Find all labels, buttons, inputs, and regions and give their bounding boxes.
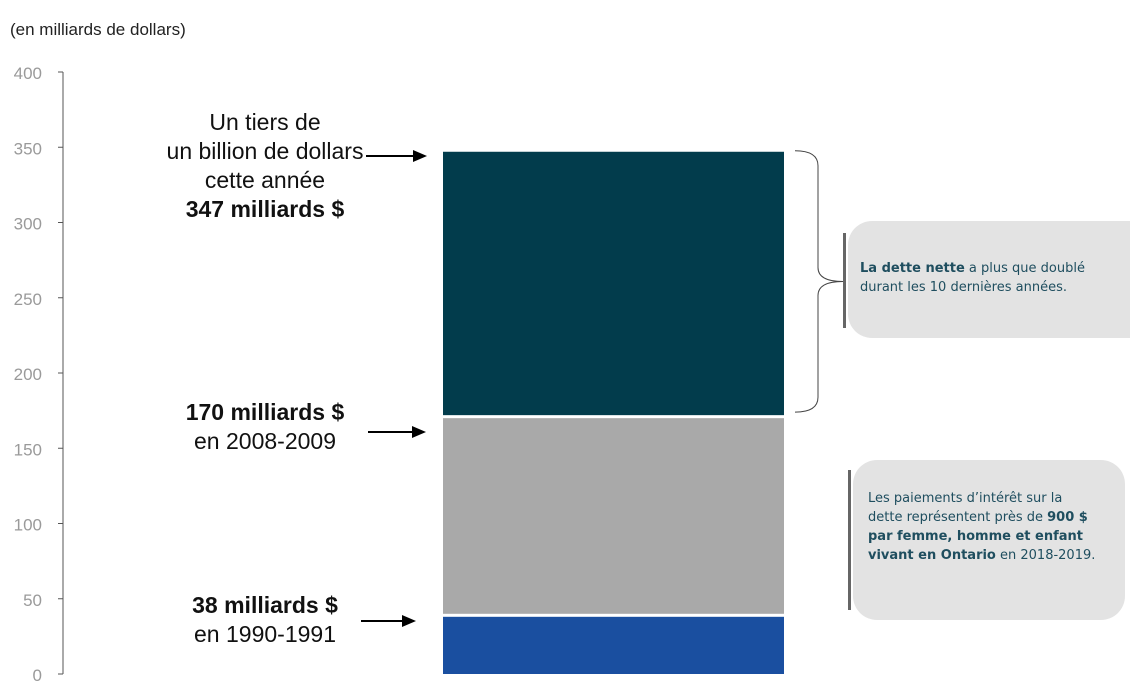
- callout-debt-doubled: La dette nette a plus que doublé durant …: [843, 221, 1130, 338]
- annotation-347-value: 347 milliards $: [185, 196, 345, 222]
- curly-brace: [794, 150, 844, 413]
- bar-segment-2008-2009: [443, 418, 784, 614]
- annotation-347-line-3: cette année: [204, 167, 326, 193]
- annotation-38-year: en 1990-1991: [194, 621, 336, 647]
- callout-interest-accent: [848, 470, 851, 610]
- annotation-347-line-2: un billion de dollars: [166, 138, 364, 164]
- y-tick-label: 400: [14, 64, 42, 83]
- y-tick-label: 150: [14, 440, 42, 459]
- bar-segment-1990-1991: [443, 616, 784, 674]
- arrow-170-head: [412, 426, 426, 438]
- bar-segment-2018-2019: [443, 151, 784, 416]
- y-tick-label: 300: [14, 215, 42, 234]
- y-tick-label: 0: [33, 666, 42, 681]
- annotation-347: Un tiers de un billion de dollars cette …: [140, 108, 390, 224]
- annotation-38: 38 milliards $ en 1990-1991: [140, 591, 390, 649]
- annotation-170-value: 170 milliards $: [185, 399, 345, 425]
- callout-interest: Les paiements d’intérêt sur la dette rep…: [848, 460, 1125, 620]
- y-tick-label: 250: [14, 290, 42, 309]
- callout-interest-after: en 2018-2019.: [995, 548, 1096, 563]
- arrow-38-head: [402, 615, 416, 627]
- annotation-170-year: en 2008-2009: [194, 428, 336, 454]
- annotation-347-line-1: Un tiers de: [209, 109, 321, 135]
- callout-debt-bold: La dette nette: [860, 261, 965, 276]
- callout-debt-accent: [843, 233, 846, 328]
- y-tick-label: 100: [14, 516, 42, 535]
- callout-interest-text: Les paiements d’intérêt sur la dette rep…: [868, 489, 1098, 565]
- y-tick-label: 200: [14, 365, 42, 384]
- unit-note: (en milliards de dollars): [10, 20, 186, 39]
- y-tick-label: 50: [23, 591, 42, 610]
- annotation-38-value: 38 milliards $: [192, 592, 338, 618]
- annotation-170: 170 milliards $ en 2008-2009: [140, 398, 390, 456]
- callout-debt-rest: a plus que doublé durant les 10 dernière…: [860, 261, 1085, 295]
- callout-interest-bold: 900 $ par femme, homme et enfant vivant …: [868, 510, 1088, 563]
- arrow-347-head: [413, 150, 427, 162]
- callout-interest-before: Les paiements d’intérêt sur la dette rep…: [868, 491, 1063, 525]
- y-tick-label: 350: [14, 139, 42, 158]
- callout-debt-text: La dette nette a plus que doublé durant …: [860, 259, 1115, 297]
